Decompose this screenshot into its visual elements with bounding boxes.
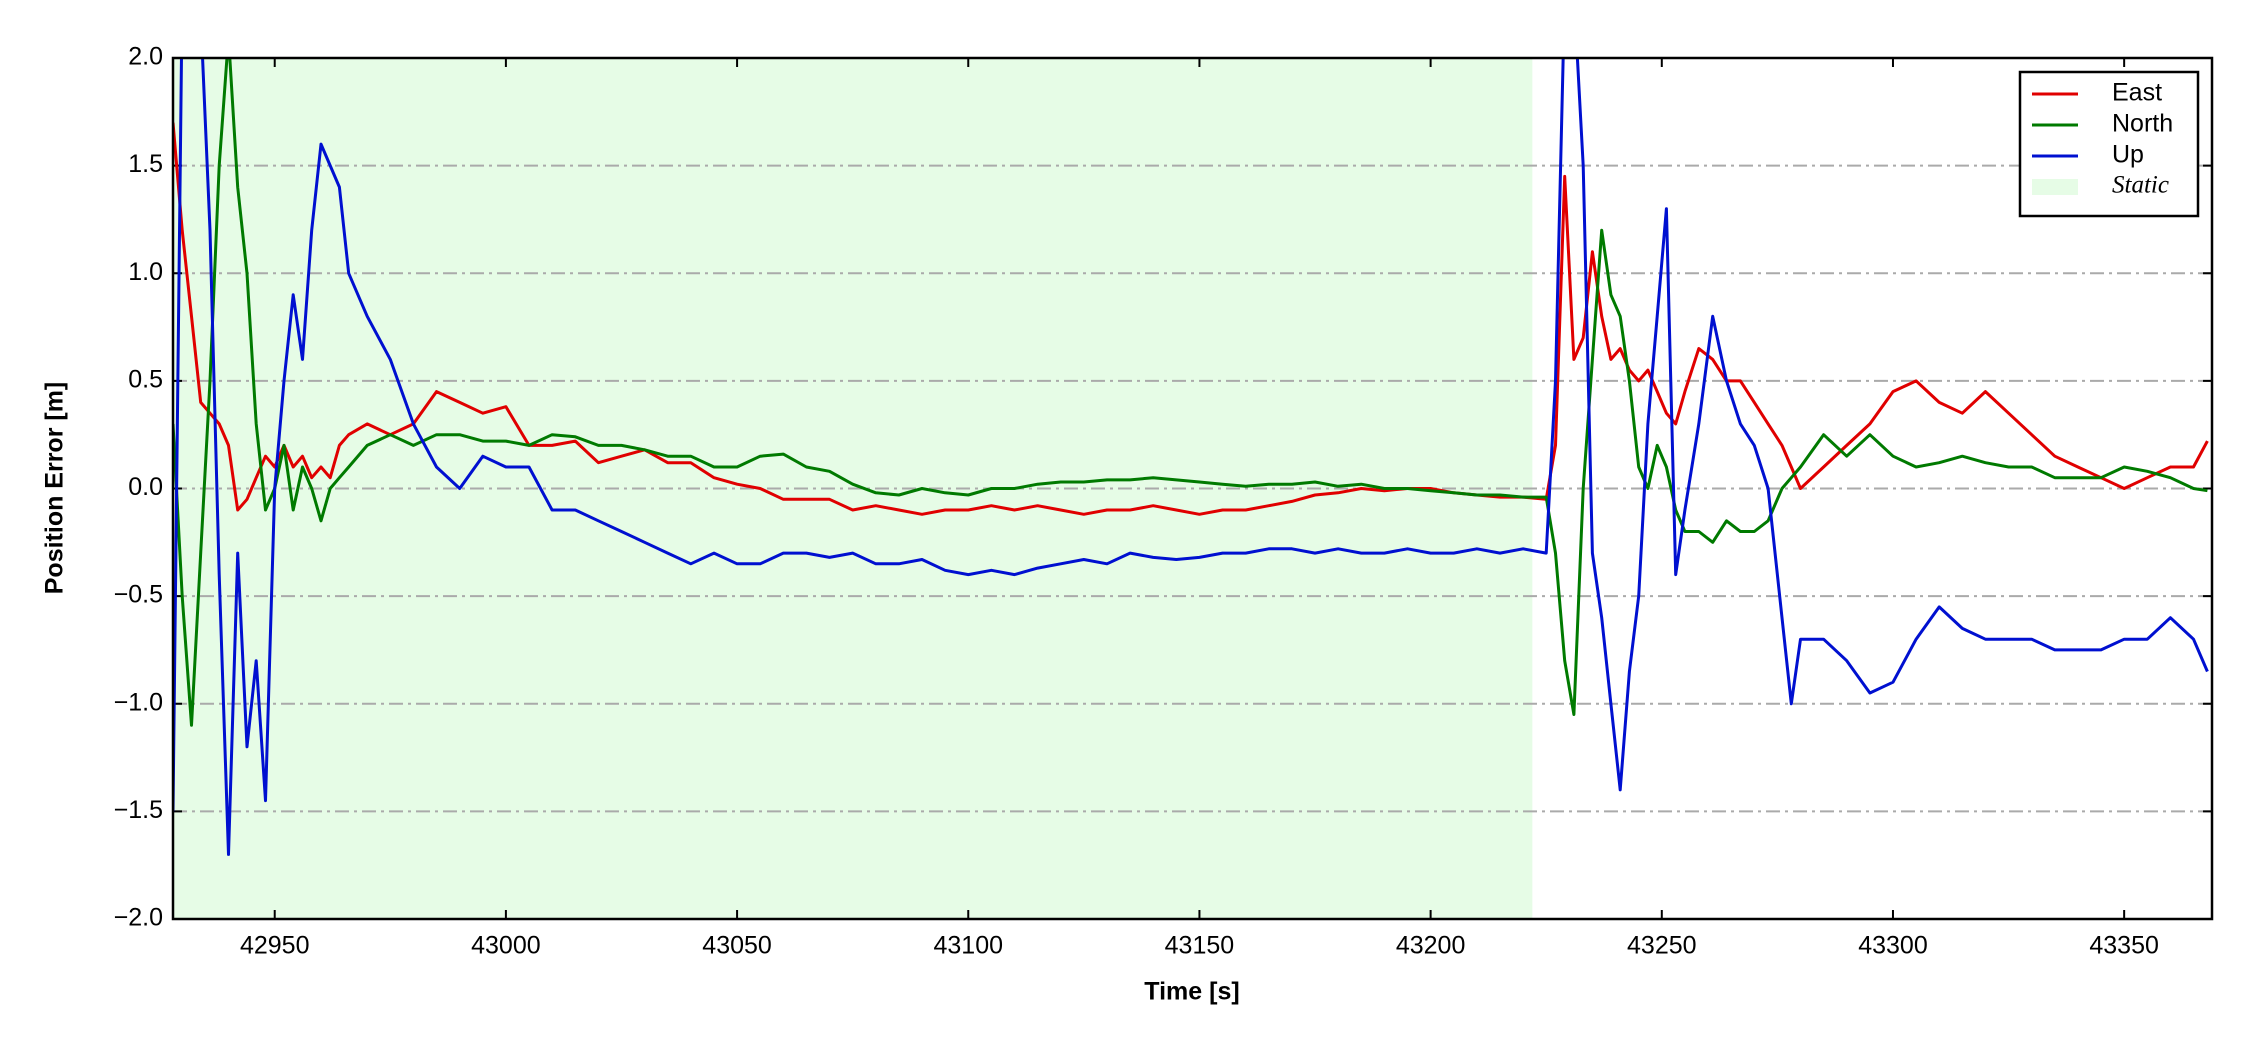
y-tick-label: 0.5 bbox=[128, 365, 163, 393]
y-tick-label: −0.5 bbox=[114, 581, 163, 609]
x-tick-label: 43050 bbox=[702, 932, 772, 960]
y-tick-label: −1.0 bbox=[114, 688, 163, 716]
y-tick-label: −1.5 bbox=[114, 796, 163, 824]
legend-swatch bbox=[2032, 179, 2078, 195]
y-tick-label: 1.0 bbox=[128, 258, 163, 286]
x-axis-label: Time [s] bbox=[1144, 978, 1239, 1006]
series-line bbox=[173, 122, 2209, 516]
x-tick-label: 43250 bbox=[1627, 932, 1697, 960]
y-tick-label: 2.0 bbox=[128, 43, 163, 71]
plot-area bbox=[173, 58, 2209, 856]
y-tick-label: 1.5 bbox=[128, 150, 163, 178]
x-tick-label: 43000 bbox=[471, 932, 541, 960]
y-axis-label: Position Error [m] bbox=[41, 382, 69, 595]
plot-frame bbox=[171, 56, 2214, 921]
series-line bbox=[173, 58, 2209, 856]
y-tick-label: −2.0 bbox=[114, 904, 163, 932]
x-tick-label: 43200 bbox=[1396, 932, 1466, 960]
legend-label: East bbox=[2112, 79, 2162, 107]
legend-label: Up bbox=[2112, 141, 2144, 169]
x-tick-label: 43150 bbox=[1165, 932, 1235, 960]
x-tick-label: 42950 bbox=[240, 932, 310, 960]
y-tick-label: 0.0 bbox=[128, 473, 163, 501]
x-tick-label: 43300 bbox=[1858, 932, 1928, 960]
series-line bbox=[173, 58, 2208, 727]
x-tick-label: 43100 bbox=[933, 932, 1003, 960]
legend-label: Static bbox=[2112, 172, 2169, 199]
legend-label: North bbox=[2112, 110, 2173, 138]
x-tick-label: 43350 bbox=[2089, 932, 2159, 960]
